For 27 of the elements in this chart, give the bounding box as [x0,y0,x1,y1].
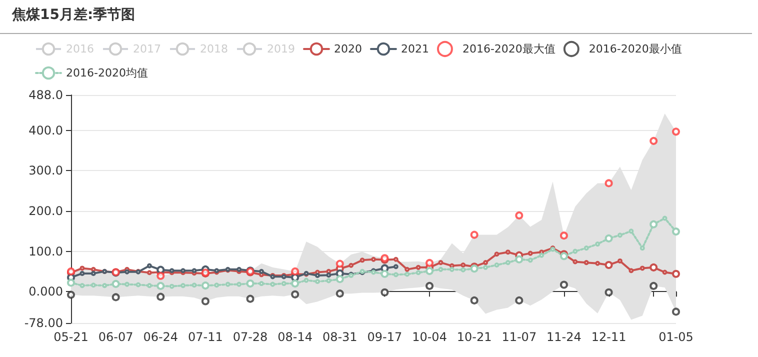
legend-label: 2016-2020均值 [66,66,148,80]
x-tick-label: 10-04 [412,330,447,344]
x-tick-label: 12-11 [591,330,626,344]
y-tick-label: 0.000 [28,284,63,299]
legend-label: 2021 [400,42,429,56]
y-tick-label: 200.0 [28,204,63,218]
x-tick-label: 01-05 [658,330,694,344]
x-tick-label: 07-28 [232,330,268,344]
x-tick-label: 11-24 [546,330,582,344]
x-tick-label: 08-31 [322,330,358,344]
x-tick-label: 07-11 [188,330,223,344]
chart-title: 焦煤15月差:季节图 [12,6,136,24]
x-tick-label: 06-07 [98,330,134,344]
y-tick-label: 488.0 [28,88,63,102]
y-tick-label: 400.0 [28,123,63,138]
y-tick-label: 300.0 [28,164,63,178]
x-tick-label: 11-07 [502,330,537,344]
x-tick-label: 08-14 [278,330,313,344]
y-tick-label: -78.00 [24,316,63,330]
x-tick-label: 05-21 [54,330,88,344]
legend-label: 2016-2020最小值 [588,42,682,56]
y-tick-label: 100.0 [28,244,63,258]
x-tick-label: 09-17 [367,330,402,344]
legend-label: 2016-2020最大值 [462,42,556,56]
x-tick-label: 10-21 [456,330,492,344]
legend-label: 2020 [334,42,362,56]
x-tick-label: 06-24 [143,330,178,344]
